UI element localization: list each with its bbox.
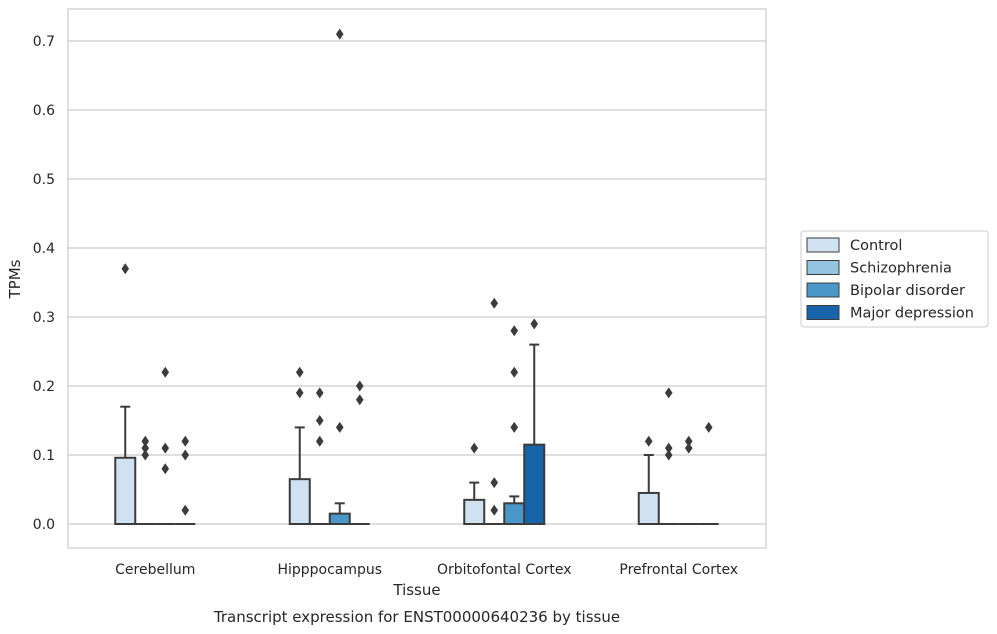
legend-label: Bipolar disorder xyxy=(850,283,965,299)
outlier-point xyxy=(510,366,519,378)
outlier-point xyxy=(315,387,324,399)
x-tick-label: Cerebellum xyxy=(115,562,195,578)
outlier-point xyxy=(335,28,344,40)
outlier-point xyxy=(704,421,713,433)
outlier-point xyxy=(181,435,190,447)
x-tick-label: Orbitofontal Cortex xyxy=(437,562,572,578)
outlier-point xyxy=(295,387,304,399)
box xyxy=(288,478,311,525)
outlier-point xyxy=(490,297,499,309)
y-tick-label: 0.7 xyxy=(33,34,55,50)
outlier-point xyxy=(161,442,170,454)
box xyxy=(637,491,660,526)
outlier-point xyxy=(684,435,693,447)
outlier-point xyxy=(644,435,653,447)
outlier-point xyxy=(161,366,170,378)
legend-frame xyxy=(800,230,989,328)
legend-swatch xyxy=(806,260,840,275)
outlier-point xyxy=(141,449,150,461)
legend-label: Schizophrenia xyxy=(850,261,952,277)
outlier-point xyxy=(315,435,324,447)
legend-swatch xyxy=(806,305,840,320)
outlier-point xyxy=(510,325,519,337)
outlier-point xyxy=(664,387,673,399)
outlier-point xyxy=(335,421,344,433)
x-tick-labels: Cerebellum Hipppocampus Orbitofontal Corte… xyxy=(115,562,738,578)
legend-swatch xyxy=(806,282,840,298)
outlier-point xyxy=(490,477,499,489)
outlier-point xyxy=(295,366,304,378)
y-tick-label: 0.2 xyxy=(33,379,55,395)
outlier-point xyxy=(530,318,539,330)
y-tick-label: 0.6 xyxy=(33,103,55,119)
y-tick-label: 0.3 xyxy=(33,310,55,326)
x-tick-label: Prefrontal Cortex xyxy=(619,562,738,578)
outlier-point xyxy=(470,442,479,454)
chart-caption: Transcript expression for ENST0000064023… xyxy=(213,608,620,626)
gridlines xyxy=(68,40,766,525)
outlier-point xyxy=(121,263,130,275)
outlier-point xyxy=(510,421,519,433)
outlier-point xyxy=(664,442,673,454)
y-tick-label: 0.1 xyxy=(33,448,55,464)
outlier-point xyxy=(141,435,150,447)
y-axis-label: TPMs xyxy=(6,259,24,299)
y-tick-label: 0.5 xyxy=(33,172,55,188)
outlier-point xyxy=(355,394,364,406)
y-tick-label: 0.4 xyxy=(33,241,55,257)
outlier-point xyxy=(141,442,150,454)
outlier-point xyxy=(664,449,673,461)
box-marks xyxy=(114,28,719,526)
y-tick-label: 0.0 xyxy=(33,517,55,533)
outlier-point xyxy=(355,380,364,392)
outlier-point xyxy=(181,449,190,461)
outlier-point xyxy=(490,504,499,516)
legend-label: Major depression xyxy=(850,306,974,322)
outlier-point xyxy=(684,442,693,454)
x-axis-label: Tissue xyxy=(392,581,440,599)
legend-swatch xyxy=(806,237,840,253)
box xyxy=(523,443,546,525)
outlier-point xyxy=(315,415,324,426)
box xyxy=(503,502,526,525)
box xyxy=(328,512,351,526)
legend: Control Schizophrenia Bipolar disorder Majo… xyxy=(800,230,989,328)
box xyxy=(114,456,137,526)
box xyxy=(463,498,486,526)
outlier-point xyxy=(181,504,190,516)
outlier-point xyxy=(161,463,170,475)
legend-label: Control xyxy=(850,238,902,254)
x-tick-label: Hipppocampus xyxy=(277,562,382,578)
y-tick-labels: 0.0 0.1 0.2 0.3 0.4 0.5 0.6 0.7 xyxy=(33,34,55,533)
plot-frame xyxy=(67,8,767,549)
